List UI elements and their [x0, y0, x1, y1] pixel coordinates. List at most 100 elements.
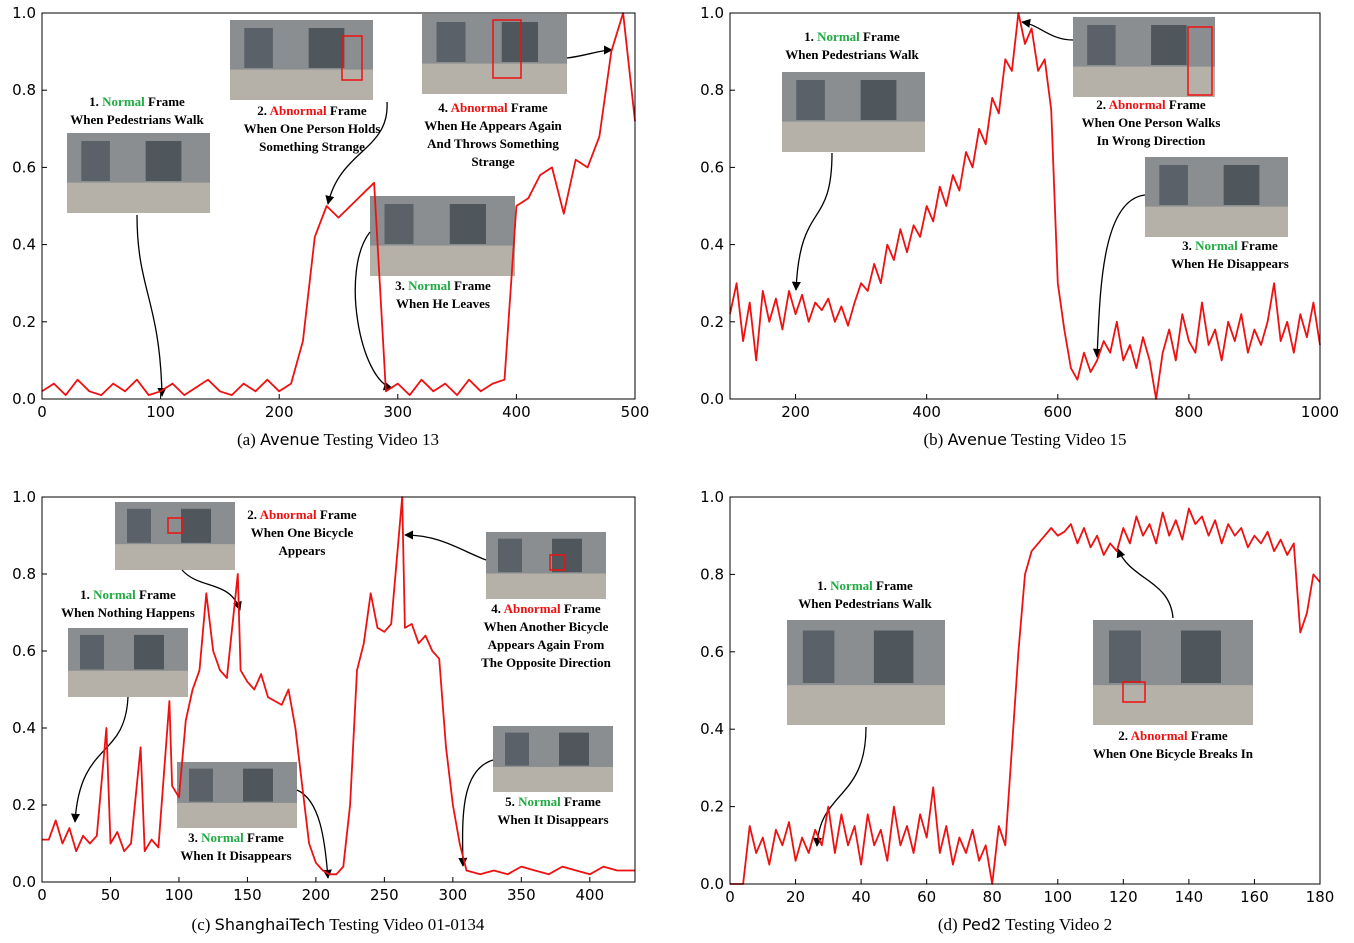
- caption: (d) Ped2 Testing Video 2: [938, 915, 1112, 934]
- x-tick-label: 140: [1175, 888, 1204, 906]
- annotation-line: When He Appears Again: [424, 118, 562, 133]
- x-tick-label: 100: [165, 886, 194, 904]
- y-tick-label: 1.0: [12, 488, 36, 506]
- annotation-label: Frame: [1241, 238, 1278, 253]
- y-tick-label: 1.0: [700, 4, 724, 22]
- y-tick-label: 0.4: [700, 720, 724, 738]
- thumbnail-wall: [450, 204, 486, 244]
- thumbnail-wall: [437, 22, 466, 62]
- x-tick-label: 200: [781, 403, 810, 421]
- thumbnail-wall: [1151, 25, 1187, 65]
- x-tick-label: 0: [37, 886, 47, 904]
- arrow: [796, 153, 832, 290]
- x-tick-label: 1000: [1301, 403, 1339, 421]
- thumbnail-floor: [1145, 207, 1288, 237]
- annotation-title: 5. Normal Frame: [505, 794, 601, 809]
- caption: (c) ShanghaiTech Testing Video 01-0134: [192, 915, 485, 934]
- y-tick-label: 0.6: [700, 158, 724, 176]
- annotation-index: 2.: [1096, 97, 1106, 112]
- x-tick-label: 200: [265, 403, 294, 421]
- caption: (a) Avenue Testing Video 13: [237, 430, 439, 449]
- thumbnail-wall: [874, 631, 914, 684]
- annotation-line: Something Strange: [259, 139, 365, 154]
- thumbnail-wall: [244, 28, 273, 68]
- annotation-label: Frame: [511, 100, 548, 115]
- x-tick-label: 350: [507, 886, 536, 904]
- thumbnail-floor: [782, 122, 925, 152]
- y-tick-label: 0.8: [12, 565, 36, 583]
- x-tick-label: 0: [725, 888, 735, 906]
- y-tick-label: 0.8: [700, 565, 724, 583]
- thumbnail-wall: [189, 769, 213, 802]
- y-tick-label: 1.0: [700, 488, 724, 506]
- arrow: [405, 535, 486, 560]
- annotation-title: 3. Normal Frame: [395, 278, 491, 293]
- annotation-index: 2.: [1118, 728, 1128, 743]
- annotation-label: Frame: [148, 94, 185, 109]
- y-tick-label: 0.2: [700, 313, 724, 331]
- thumbnail-floor: [68, 671, 188, 697]
- thumbnail-wall: [502, 22, 538, 62]
- annotation-label: Frame: [1191, 728, 1228, 743]
- arrow: [567, 50, 612, 58]
- annotation-line: Strange: [471, 154, 515, 169]
- x-tick-label: 160: [1240, 888, 1269, 906]
- annotation-state: Normal: [830, 578, 873, 593]
- annotation-line: Appears: [279, 543, 326, 558]
- thumbnail-wall: [1181, 631, 1221, 684]
- x-tick-label: 60: [917, 888, 936, 906]
- arrow: [1097, 195, 1145, 357]
- annotation-title: 4. Abnormal Frame: [491, 601, 601, 616]
- x-tick-label: 150: [233, 886, 262, 904]
- thumbnail-wall: [796, 80, 825, 120]
- x-tick-label: 100: [1043, 888, 1072, 906]
- annotation-index: 1.: [89, 94, 99, 109]
- annotation-label: Frame: [1169, 97, 1206, 112]
- annotation-state: Normal: [518, 794, 561, 809]
- annotation-label: Frame: [876, 578, 913, 593]
- thumbnail-wall: [505, 733, 529, 766]
- annotation-line: When One Person Walks: [1082, 115, 1221, 130]
- caption-dataset: Avenue: [948, 430, 1007, 449]
- x-tick-label: 400: [912, 403, 941, 421]
- thumbnail-wall: [127, 509, 151, 543]
- thumbnail-wall: [80, 635, 104, 670]
- arrow: [182, 570, 240, 610]
- annotation-title: 4. Abnormal Frame: [438, 100, 548, 115]
- arrow: [1118, 549, 1173, 618]
- annotation-state: Abnormal: [504, 601, 561, 616]
- annotation-title: 1. Normal Frame: [804, 29, 900, 44]
- annotation-state: Normal: [93, 587, 136, 602]
- thumbnail-floor: [67, 183, 210, 213]
- annotation-index: 1.: [804, 29, 814, 44]
- x-tick-label: 600: [1043, 403, 1072, 421]
- annotation-line: The Opposite Direction: [481, 655, 612, 670]
- thumbnail-floor: [493, 767, 613, 792]
- annotation-label: Frame: [247, 830, 284, 845]
- annotation-line: When Another Bicycle: [484, 619, 609, 634]
- annotation-state: Abnormal: [270, 103, 327, 118]
- annotation-label: Frame: [320, 507, 357, 522]
- x-tick-label: 180: [1306, 888, 1335, 906]
- annotation-index: 1.: [80, 587, 90, 602]
- annotation-line: When One Bicycle Breaks In: [1093, 746, 1254, 761]
- annotation-index: 4.: [491, 601, 501, 616]
- x-tick-label: 400: [575, 886, 604, 904]
- annotation-label: Frame: [139, 587, 176, 602]
- x-tick-label: 100: [146, 403, 175, 421]
- thumbnail-floor: [1073, 67, 1215, 97]
- thumbnail-wall: [861, 80, 897, 120]
- annotation-index: 3.: [188, 830, 198, 845]
- caption: (b) Avenue Testing Video 15: [923, 430, 1126, 449]
- thumbnail-wall: [243, 769, 273, 802]
- arrow: [297, 790, 328, 878]
- y-tick-label: 0.0: [12, 873, 36, 891]
- y-tick-label: 0.4: [12, 719, 36, 737]
- caption-label: (a): [237, 430, 256, 449]
- x-tick-label: 120: [1109, 888, 1138, 906]
- annotation-state: Normal: [817, 29, 860, 44]
- figure: 0.00.20.40.60.81.001002003004005001. Nor…: [0, 0, 1354, 943]
- arrow: [463, 760, 493, 866]
- caption-label: (d): [938, 915, 958, 934]
